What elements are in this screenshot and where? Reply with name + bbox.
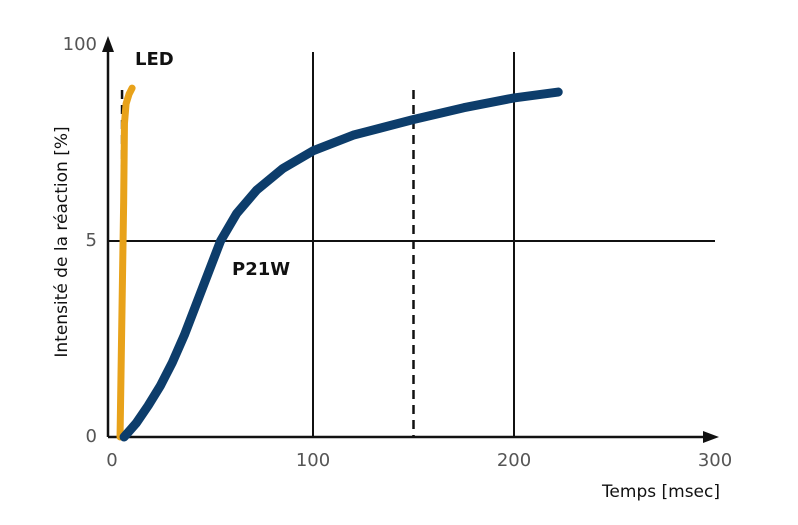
series-label: LED <box>135 49 174 70</box>
series-line <box>119 87 563 442</box>
y-tick-label: 100 <box>63 34 97 55</box>
y-tick-label: 0 <box>86 426 97 447</box>
x-axis-title: Temps [msec] <box>601 482 720 502</box>
x-tick-label: 100 <box>296 450 330 471</box>
y-axis-arrow <box>102 36 114 52</box>
y-tick-label: 5 <box>86 230 97 251</box>
series-line <box>116 84 136 441</box>
y-axis-title: Intensité de la réaction [%] <box>52 126 72 357</box>
x-tick-label: 300 <box>698 450 732 471</box>
x-axis-arrow <box>703 431 719 443</box>
x-tick-label: 0 <box>106 450 117 471</box>
x-tick-label: 200 <box>497 450 531 471</box>
series-label: P21W <box>232 259 290 280</box>
